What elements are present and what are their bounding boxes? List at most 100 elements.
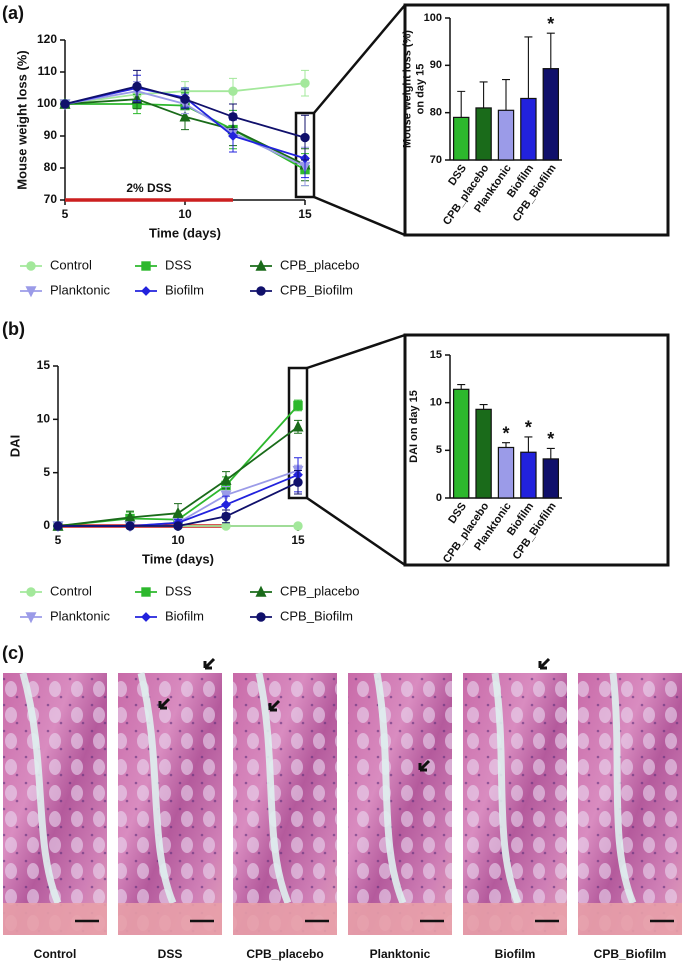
y-tick-label: 15	[430, 349, 442, 361]
histology-label: CPB_Biofilm	[594, 947, 667, 961]
y-tick-label: 80	[430, 107, 442, 119]
histology-label: Planktonic	[370, 947, 431, 961]
marker	[141, 261, 151, 271]
x-axis-title: Time (days)	[142, 551, 214, 566]
error-bar	[546, 447, 555, 459]
marker	[26, 261, 36, 271]
y-tick-label: 70	[44, 192, 58, 206]
marker	[25, 286, 37, 298]
y-tick-label: 120	[37, 32, 57, 46]
y-tick-label: 100	[424, 12, 442, 24]
y-tick-label: 90	[430, 59, 442, 71]
marker	[141, 612, 151, 622]
y-tick-label: 10	[430, 397, 442, 409]
marker	[300, 132, 310, 143]
marker	[292, 420, 304, 432]
marker	[293, 521, 303, 531]
bar	[452, 116, 470, 161]
zoom-connector	[313, 4, 406, 114]
legend-label: CPB_Biofilm	[280, 608, 353, 623]
marker	[228, 112, 238, 122]
bar	[497, 109, 515, 161]
y-tick-label: 90	[44, 128, 58, 142]
tissue-gap	[137, 672, 177, 905]
y-tick-label: 5	[436, 444, 442, 456]
error-bar	[479, 404, 488, 410]
marker	[220, 473, 232, 485]
arrow	[268, 699, 281, 712]
error-bar	[502, 442, 510, 448]
y-tick-label: 10	[37, 412, 51, 426]
y-tick-label: 15	[37, 358, 51, 372]
bar	[475, 408, 492, 499]
arrow	[538, 657, 551, 670]
marker	[180, 94, 190, 104]
y-tick-label: 5	[43, 465, 50, 479]
significance-mark: *	[547, 429, 554, 449]
y-axis-title: DAI	[7, 435, 22, 457]
significance-mark: *	[525, 418, 532, 438]
error-bar	[457, 90, 466, 118]
marker	[255, 585, 267, 597]
y-tick-label: 110	[38, 64, 58, 78]
arrow	[158, 697, 171, 710]
muscle-layer	[233, 903, 337, 935]
legend-label: Biofilm	[165, 282, 204, 297]
y-tick-label: 0	[43, 518, 50, 532]
muscle-layer	[463, 903, 567, 935]
marker	[256, 612, 266, 622]
legend-label: Planktonic	[50, 608, 110, 623]
marker	[141, 286, 151, 296]
muscle-layer	[118, 903, 222, 935]
marker	[179, 110, 191, 122]
marker	[53, 521, 63, 531]
zoom-connector	[306, 496, 406, 567]
x-tick-label: 10	[178, 207, 192, 221]
legend-label: Control	[50, 583, 92, 598]
x-tick-label: 15	[298, 207, 312, 221]
tissue-gap	[609, 672, 637, 905]
y-axis-title: DAI on day 15	[408, 390, 420, 463]
marker	[172, 506, 184, 518]
y-tick-label: 0	[436, 492, 442, 504]
tissue-gap	[255, 672, 292, 905]
marker	[221, 499, 231, 510]
bar	[452, 388, 470, 499]
tissue-gap	[19, 672, 62, 905]
muscle-layer	[348, 903, 452, 935]
marker	[141, 587, 151, 597]
y-axis-title: Mouse weight loss (%)	[401, 30, 413, 148]
error-bar	[457, 384, 466, 390]
legend-label: DSS	[165, 257, 192, 272]
y-tick-label: 100	[37, 96, 57, 110]
tissue-gap	[373, 672, 407, 905]
panel-label: (a)	[2, 3, 24, 23]
marker	[255, 259, 267, 271]
marker	[26, 587, 36, 597]
legend-label: Planktonic	[50, 282, 110, 297]
zoom-connector	[306, 333, 406, 370]
marker	[293, 400, 303, 411]
bar	[520, 451, 537, 499]
legend-label: DSS	[165, 583, 192, 598]
error-bar	[502, 78, 510, 111]
legend-label: CPB_Biofilm	[280, 282, 353, 297]
legend-label: CPB_placebo	[280, 583, 360, 598]
inset-frame	[403, 3, 670, 237]
tissue-gap	[491, 672, 522, 905]
marker	[60, 99, 70, 109]
dss-label: 2% DSS	[126, 181, 171, 195]
marker	[300, 78, 310, 88]
x-tick-label: 10	[171, 533, 185, 547]
arrow	[203, 657, 216, 670]
marker	[25, 612, 37, 624]
histology-label: CPB_placebo	[246, 947, 323, 961]
marker	[293, 477, 303, 487]
y-tick-label: 70	[430, 154, 442, 166]
marker	[220, 490, 232, 502]
error-bar	[524, 36, 533, 99]
histology-label: Biofilm	[495, 947, 536, 961]
legend-label: Control	[50, 257, 92, 272]
marker	[256, 286, 266, 296]
